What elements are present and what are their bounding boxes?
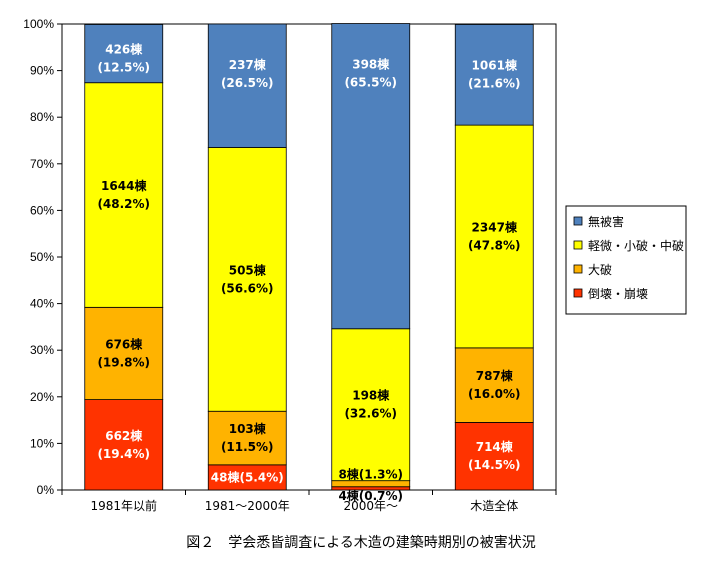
- y-tick-label: 50%: [30, 250, 54, 264]
- data-label: (16.0%): [468, 387, 521, 401]
- bar-segment: [454, 347, 534, 423]
- bar-segment: [84, 82, 164, 308]
- bar-segment: [207, 410, 287, 466]
- legend-swatch: [573, 240, 583, 250]
- y-tick-label: 0%: [37, 483, 55, 497]
- y-tick-label: 60%: [30, 203, 54, 217]
- data-label: 48棟(5.4%): [211, 469, 284, 484]
- data-label: (21.6%): [468, 76, 521, 90]
- data-label: (14.5%): [468, 458, 521, 472]
- legend-swatch: [573, 288, 583, 298]
- data-label: 103棟: [229, 421, 267, 436]
- data-label: 1644棟: [101, 178, 147, 193]
- bar-segment: [454, 24, 534, 126]
- data-label: (56.6%): [221, 281, 274, 295]
- x-category-label: 1981～2000年: [205, 499, 290, 513]
- bar-segment: [207, 464, 287, 491]
- data-label: 2347棟: [472, 219, 518, 234]
- bar-segment: [454, 422, 534, 491]
- x-category-label: 木造全体: [470, 498, 518, 513]
- data-label: 198棟: [352, 388, 390, 403]
- data-label: 787棟: [476, 368, 514, 383]
- plot-area: 0% 10% 20% 30% 40% 50% 60% 70% 80% 90% 100% 662棟 (19…: [23, 17, 557, 513]
- bar-segment: [207, 147, 287, 412]
- stacked-bar-chart: 0% 10% 20% 30% 40% 50% 60% 70% 80% 90% 100% 662棟 (19…: [23, 17, 687, 513]
- data-label: 676棟: [105, 336, 143, 351]
- data-label: (47.8%): [468, 238, 521, 252]
- data-label: 237棟: [229, 57, 267, 72]
- legend-swatch: [573, 216, 583, 226]
- data-label: (11.5%): [221, 440, 274, 454]
- data-label: 4棟(0.7%): [338, 488, 403, 503]
- data-label: (48.2%): [97, 197, 150, 211]
- legend-swatch: [573, 264, 583, 274]
- y-tick-label: 10%: [30, 436, 54, 450]
- data-label: (32.6%): [344, 407, 397, 421]
- y-tick-label: 70%: [30, 157, 54, 171]
- bar-segment: [331, 328, 411, 482]
- figure-caption: 図２ 学会悉皆調査による木造の建築時期別の被害状況: [186, 535, 536, 551]
- data-label: 714棟: [476, 439, 514, 454]
- y-tick-label: 80%: [30, 110, 54, 124]
- data-label: 398棟: [352, 57, 390, 72]
- data-label: 662棟: [105, 428, 143, 443]
- x-category-label: 2000年～: [343, 499, 398, 513]
- data-label: 8棟(1.3%): [338, 467, 403, 482]
- legend-box: [565, 205, 687, 315]
- bar-segment: [84, 24, 164, 84]
- data-label: (12.5%): [97, 60, 150, 74]
- data-label: 505棟: [229, 262, 267, 277]
- legend-entry: 軽微・小破・中破: [588, 238, 684, 253]
- y-tick-label: 30%: [30, 343, 54, 357]
- bar-segment: [331, 23, 411, 330]
- bar-segment: [207, 23, 287, 148]
- y-tick-label: 90%: [30, 64, 54, 78]
- data-label: (65.5%): [344, 76, 397, 90]
- y-tick-label: 40%: [30, 297, 54, 311]
- data-label: 426棟: [105, 41, 143, 56]
- x-category-label: 1981年以前: [90, 498, 157, 513]
- bar-segment: [454, 124, 534, 349]
- data-label: (19.4%): [97, 447, 150, 461]
- data-label: (26.5%): [221, 76, 274, 90]
- legend-entry: 倒壊・崩壊: [588, 287, 648, 301]
- data-label: (19.8%): [97, 355, 150, 369]
- bar-segment: [84, 399, 164, 491]
- y-tick-label: 20%: [30, 390, 54, 404]
- data-label: 1061棟: [472, 57, 518, 72]
- bar-segment: [84, 306, 164, 400]
- y-tick-label: 100%: [23, 17, 54, 31]
- legend-entry: 大破: [588, 262, 612, 277]
- legend-entry: 無被害: [588, 214, 624, 229]
